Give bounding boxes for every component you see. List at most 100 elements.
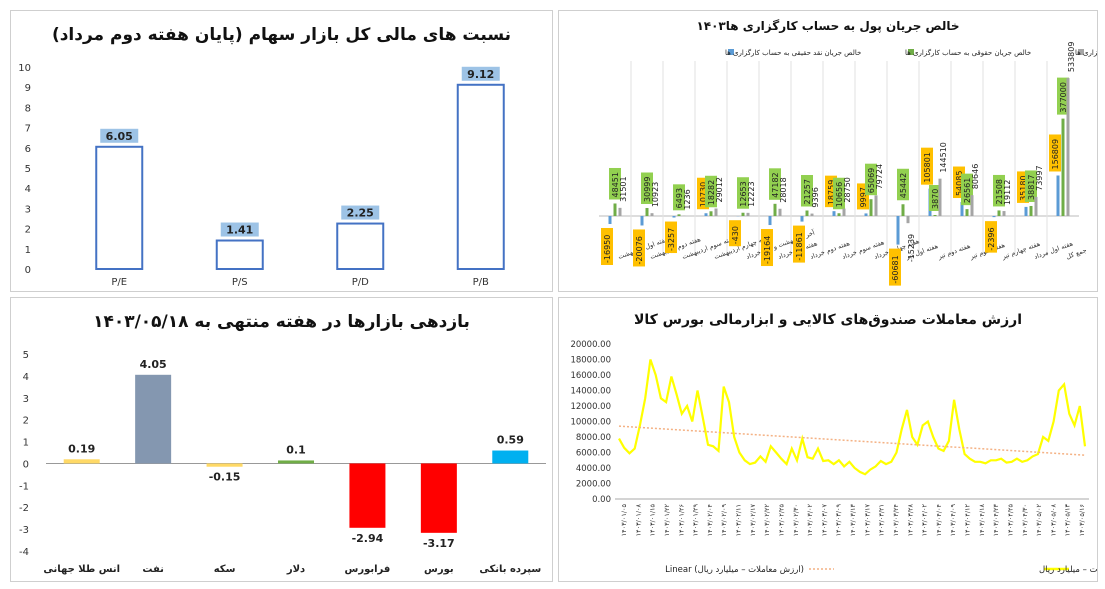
flow-bar [645,207,649,216]
flow-legend-label: خالص جریان حقوقی به حساب کارگزاری ها [905,48,1031,57]
ratio-bar [95,145,144,270]
y-tick-label: 4 [23,372,29,383]
returns-category-label: نفت [142,564,164,575]
returns-value-label: -3.17 [423,537,455,550]
flow-legend-label: خالص جریان نقد حقیقی به حساب کارگزاری ها [725,48,861,57]
flow-bar [842,208,846,216]
flow-label-bg [769,168,781,200]
flow-label-bg [961,173,973,206]
commodity-x-tick-label: ۱۴۰۳/۰۱/۰۸ [634,503,642,536]
commodity-x-tick-label: ۱۴۰۳/۰۴/۰۹ [949,503,957,536]
y-tick-label: 8000.00 [576,433,611,443]
y-tick-label: 4000.00 [576,464,611,474]
flow-value-label: 73997 [1035,165,1044,190]
y-tick-label: 2 [23,416,29,427]
commodity-x-tick-label: ۱۴۰۳/۰۴/۰۲ [921,503,929,536]
returns-value-label: -0.15 [209,471,241,484]
commodity-x-tick-label: ۱۴۰۳/۰۲/۰۹ [720,503,728,536]
flow-value-label: 533809 [1067,42,1076,73]
y-tick-label: 5 [23,350,29,361]
ratio-label-bg [100,128,139,143]
commodity-x-tick-label: ۱۴۰۳/۰۳/۲۸ [906,503,914,536]
flow-bar [618,207,622,216]
flow-chart-svg: خالص ورود پول به حساب کارگزاری ها خالص جر… [599,42,1097,286]
flow-label-bg [1049,134,1061,172]
commodity-x-tick-label: ۱۴۰۳/۰۱/۱۵ [649,503,657,536]
y-tick-label: 6 [25,144,31,155]
y-tick-label: 10000.00 [570,418,611,428]
flow-label-bg [601,227,613,265]
commodity-legend-label: Linear (ارزش معاملات – میلیارد ریال) [665,565,804,575]
flow-label-bg [609,167,621,200]
flow-value-label: -11861 [795,232,804,260]
flow-value-label: 10730 [699,182,708,207]
flow-bar [640,216,644,226]
flow-label-bg [1057,77,1069,115]
flow-bar [1024,206,1028,216]
ratio-value-label: 9.12 [467,68,494,81]
flow-value-label: 105801 [923,152,932,183]
flow-label-bg [633,229,645,267]
returns-bar [135,374,172,464]
flow-bar [992,216,996,218]
commodity-x-tick-label: ۱۴۰۳/۰۳/۰۷ [820,503,828,536]
flow-value-label: 9396 [811,187,820,207]
flow-bar [1066,78,1070,217]
ratio-bar [456,83,505,270]
flow-bar [650,213,654,216]
commodity-legend-label: ارزش معاملات – میلیارد ریال [1039,565,1098,575]
ratio-bar [336,222,385,271]
returns-bar [420,463,457,533]
flow-value-label: 1236 [683,189,692,209]
flow-value-label: 18759 [827,180,836,205]
flow-bar [677,214,681,216]
returns-value-label: 0.59 [497,434,524,447]
y-tick-label: 4 [25,184,31,195]
commodity-x-tick-label: ۱۴۰۳/۰۴/۲۳ [992,503,1000,536]
ratio-chart-panel: نسبت های مالی کل بازار سهام (پایان هفته … [10,10,553,292]
flow-label-bg [833,177,845,210]
commodity-x-tick-label: ۱۴۰۳/۰۴/۲۵ [1006,503,1014,536]
y-tick-label: 0 [23,459,29,470]
y-tick-label: 1 [25,245,31,256]
returns-category-label: دلار [286,564,305,575]
ratio-category-label: P/S [232,277,248,288]
flow-bar [1002,211,1006,216]
flow-value-label: 156809 [1051,139,1060,170]
commodity-x-tick-label: ۱۴۰۳/۰۱/۰۵ [620,503,628,536]
flow-bar [704,213,708,216]
commodity-x-tick-label: ۱۴۰۳/۰۲/۰۴ [706,503,714,536]
flow-bar [672,216,676,218]
ratio-category-label: P/B [473,277,489,288]
flow-bar [960,202,964,216]
commodity-chart-panel: ارزش معاملات صندوق‌های کالایی و ابزارمال… [558,297,1098,582]
y-tick-label: 12000.00 [570,402,611,412]
flow-bar [864,213,868,216]
ratio-bar [215,239,264,271]
flow-bar [906,216,910,224]
flow-value-label: 28018 [779,177,788,202]
flow-value-label: 30999 [643,177,652,202]
flow-label-bg [737,177,749,209]
flow-value-label: 10923 [651,182,660,207]
flow-bar [938,178,942,216]
flow-bar [768,216,772,226]
flow-value-label: 29012 [715,177,724,202]
commodity-x-tick-label: ۱۴۰۳/۰۳/۲۴ [892,503,900,536]
flow-label-bg [793,225,805,263]
flow-value-label: 45442 [899,173,908,198]
flow-bar [773,203,777,216]
flow-value-label: 10656 [835,182,844,207]
flow-bar [1029,205,1033,216]
flow-value-label: -2396 [987,227,996,250]
y-tick-label: 10 [18,63,31,74]
flow-bar [896,216,900,245]
flow-value-label: 3870 [931,189,940,209]
commodity-x-tick-label: ۱۴۰۳/۰۳/۰۹ [835,503,843,536]
ratio-label-bg [461,66,500,81]
y-tick-label: 7 [25,124,31,135]
flow-value-label: 18282 [707,180,716,205]
flow-label-bg [929,185,941,212]
commodity-x-tick-label: ۱۴۰۳/۰۲/۲۲ [763,503,771,536]
commodity-x-tick-label: ۱۴۰۳/۰۳/۱۳ [849,503,857,536]
